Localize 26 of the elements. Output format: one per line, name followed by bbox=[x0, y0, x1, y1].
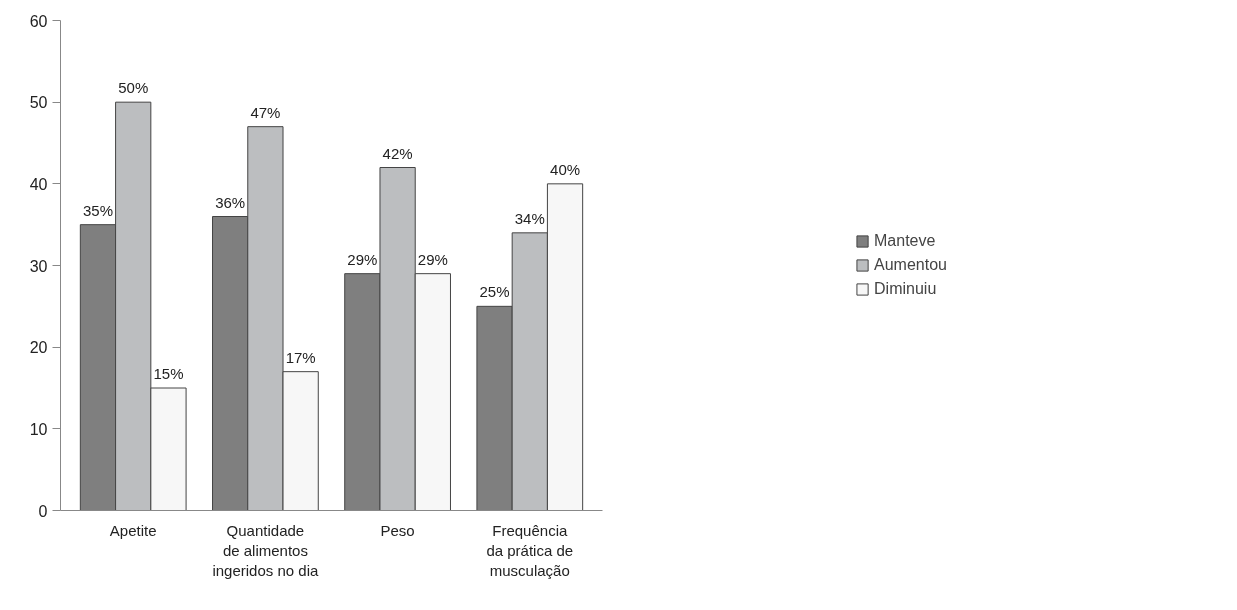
data-label: 35% bbox=[82, 201, 113, 219]
data-label: 29% bbox=[417, 250, 448, 268]
y-tick-label: 0 bbox=[38, 502, 48, 520]
data-label: 34% bbox=[514, 209, 545, 227]
data-label: 25% bbox=[479, 283, 510, 301]
legend-label: Aumentou bbox=[874, 256, 947, 274]
data-label: 42% bbox=[382, 144, 413, 162]
data-label: 40% bbox=[550, 160, 581, 178]
legend-label: Manteve bbox=[874, 232, 936, 250]
y-tick-label: 60 bbox=[29, 12, 48, 30]
data-label: 50% bbox=[118, 79, 149, 97]
legend-label: Diminuiu bbox=[874, 280, 937, 298]
x-tick-label: Quantidade de alimentos ingeridos no dia bbox=[212, 521, 320, 580]
x-tick-label: Apetite bbox=[109, 521, 157, 539]
data-label: 36% bbox=[215, 193, 246, 211]
data-label: 17% bbox=[285, 348, 316, 366]
x-tick-label: Peso bbox=[380, 521, 415, 539]
y-tick-label: 40 bbox=[29, 175, 48, 193]
y-tick-label: 50 bbox=[29, 94, 48, 112]
y-tick-label: 10 bbox=[29, 420, 48, 438]
data-label: 15% bbox=[153, 365, 184, 382]
x-tick-label: Frequência da prática de musculação bbox=[486, 521, 574, 580]
y-tick-label: 30 bbox=[29, 257, 48, 275]
y-tick-label: 20 bbox=[29, 339, 48, 357]
data-label: 47% bbox=[250, 103, 281, 121]
data-label: 29% bbox=[347, 250, 378, 268]
